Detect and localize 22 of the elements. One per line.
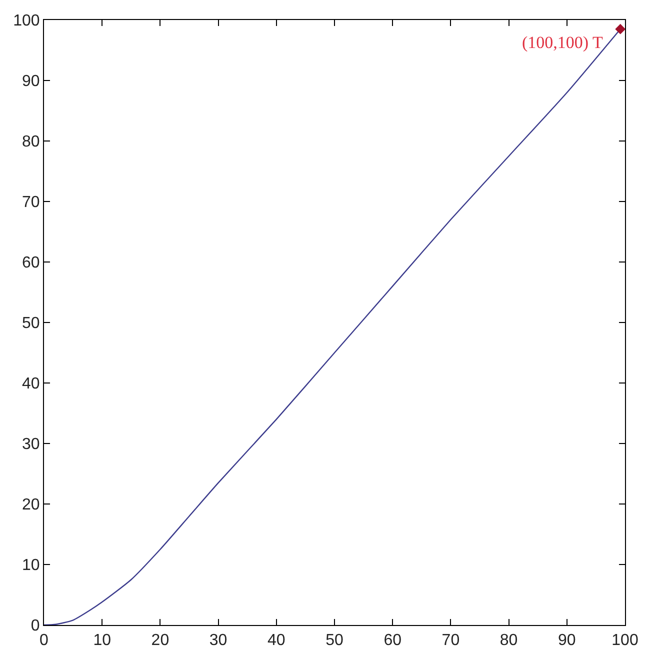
x-tick-label: 90 xyxy=(558,632,576,650)
x-tick-label: 30 xyxy=(209,632,228,650)
y-tick-label: 20 xyxy=(22,496,40,514)
x-tick-label: 60 xyxy=(384,632,402,650)
x-tick-label: 70 xyxy=(442,632,460,650)
y-tick-label: 80 xyxy=(22,134,40,151)
y-tick-label: 70 xyxy=(22,194,40,212)
y-tick-label: 0 xyxy=(30,618,40,635)
y-tick-label: 100 xyxy=(13,12,40,30)
x-tick-label: 80 xyxy=(500,632,518,650)
y-tick-label: 60 xyxy=(22,254,40,272)
y-tick-label: 10 xyxy=(22,557,40,574)
y-tick-label: 90 xyxy=(22,73,40,90)
x-tick-label: 40 xyxy=(268,632,286,650)
x-tick-label: 10 xyxy=(93,632,112,650)
x-tick-label: 50 xyxy=(326,632,344,650)
y-tick-label: 30 xyxy=(22,436,40,454)
y-tick-label: 50 xyxy=(22,315,40,332)
y-tick-label: 40 xyxy=(22,376,40,393)
x-tick-label: 100 xyxy=(612,632,638,650)
x-tick-label: 20 xyxy=(151,632,170,650)
annotation: (100,100) T xyxy=(522,33,604,52)
